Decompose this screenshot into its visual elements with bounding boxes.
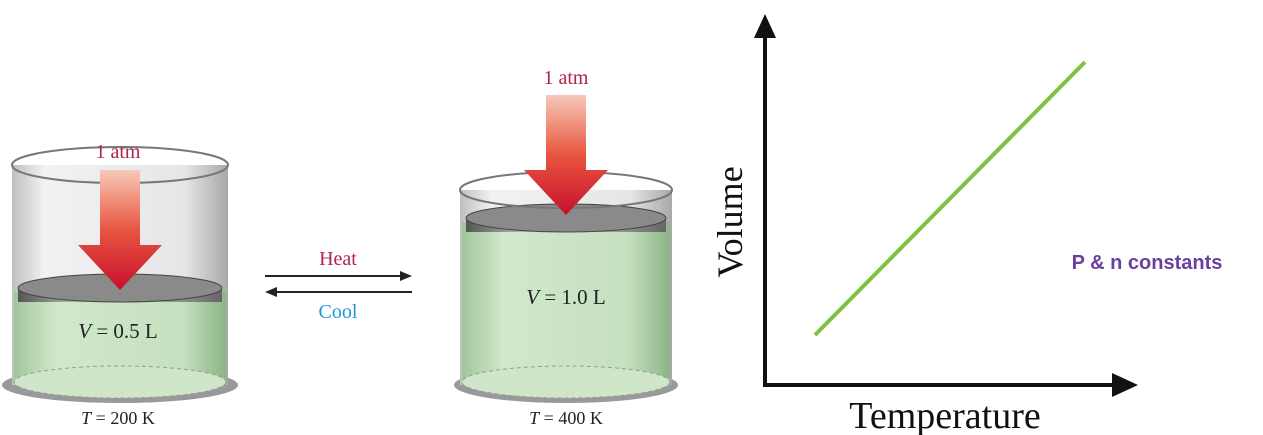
- volume-label: V = 1.0 L: [526, 285, 606, 309]
- right-cylinder: 1 atm V = 1.0 L T = 400 K: [454, 67, 678, 428]
- value: = 0.5 L: [96, 319, 157, 343]
- arrowhead: [265, 287, 277, 297]
- symbol: V: [78, 319, 93, 343]
- trend-line: [815, 62, 1085, 335]
- graph: Volume Temperature P & n constants: [710, 14, 1222, 435]
- base: [462, 366, 670, 398]
- value: = 400 K: [544, 408, 603, 428]
- arrowhead: [400, 271, 412, 281]
- symbol: V: [526, 285, 541, 309]
- pressure-label: 1 atm: [544, 67, 589, 89]
- heat-label: Heat: [319, 248, 357, 270]
- page: 1 atm V = 0.5 L T = 200 K Heat Cool 1 at…: [0, 0, 1263, 435]
- cool-label: Cool: [319, 301, 358, 323]
- pressure-label: 1 atm: [96, 141, 141, 163]
- symbol: T: [81, 408, 93, 428]
- left-cylinder: 1 atm V = 0.5 L T = 200 K: [2, 141, 238, 428]
- process-arrows: Heat Cool: [265, 248, 412, 323]
- symbol: T: [529, 408, 541, 428]
- volume-label: V = 0.5 L: [78, 319, 158, 343]
- base: [14, 366, 226, 398]
- arrowhead: [754, 14, 776, 38]
- note: P & n constants: [1072, 252, 1223, 274]
- temperature-label: T = 400 K: [529, 408, 603, 428]
- temperature-label: T = 200 K: [81, 408, 155, 428]
- value: = 200 K: [96, 408, 155, 428]
- y-axis-label: Volume: [710, 166, 750, 277]
- value: = 1.0 L: [544, 285, 605, 309]
- arrowhead: [1112, 373, 1138, 397]
- x-axis-label: Temperature: [849, 395, 1040, 435]
